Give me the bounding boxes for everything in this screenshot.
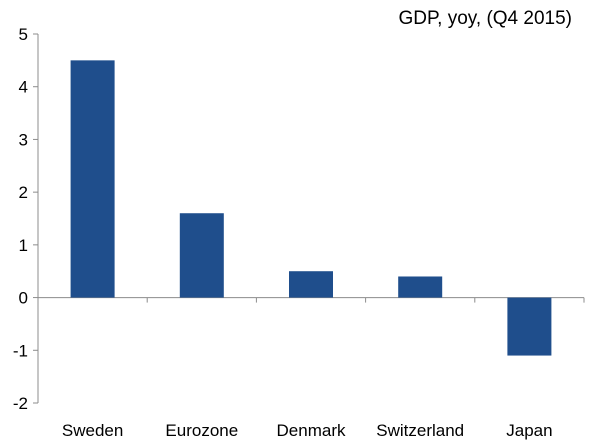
bar-japan xyxy=(507,297,552,356)
y-tick-label: -2 xyxy=(13,394,28,413)
bar-switzerland xyxy=(398,276,443,298)
bar-sweden xyxy=(70,60,115,298)
x-category-label: Denmark xyxy=(277,421,346,440)
bar-eurozone xyxy=(179,213,224,298)
y-tick-label: -1 xyxy=(13,341,28,360)
x-category-label: Eurozone xyxy=(165,421,238,440)
chart-title: GDP, yoy, (Q4 2015) xyxy=(398,8,572,29)
y-tick-label: 4 xyxy=(19,78,28,97)
y-tick-label: 5 xyxy=(19,25,28,44)
y-tick-label: 1 xyxy=(19,236,28,255)
bar-denmark xyxy=(289,271,333,298)
x-category-label: Sweden xyxy=(62,421,123,440)
y-tick-label: 0 xyxy=(19,289,28,308)
y-tick-label: 2 xyxy=(19,183,28,202)
y-tick-label: 3 xyxy=(19,130,28,149)
x-category-label: Switzerland xyxy=(376,421,464,440)
x-category-label: Japan xyxy=(506,421,552,440)
